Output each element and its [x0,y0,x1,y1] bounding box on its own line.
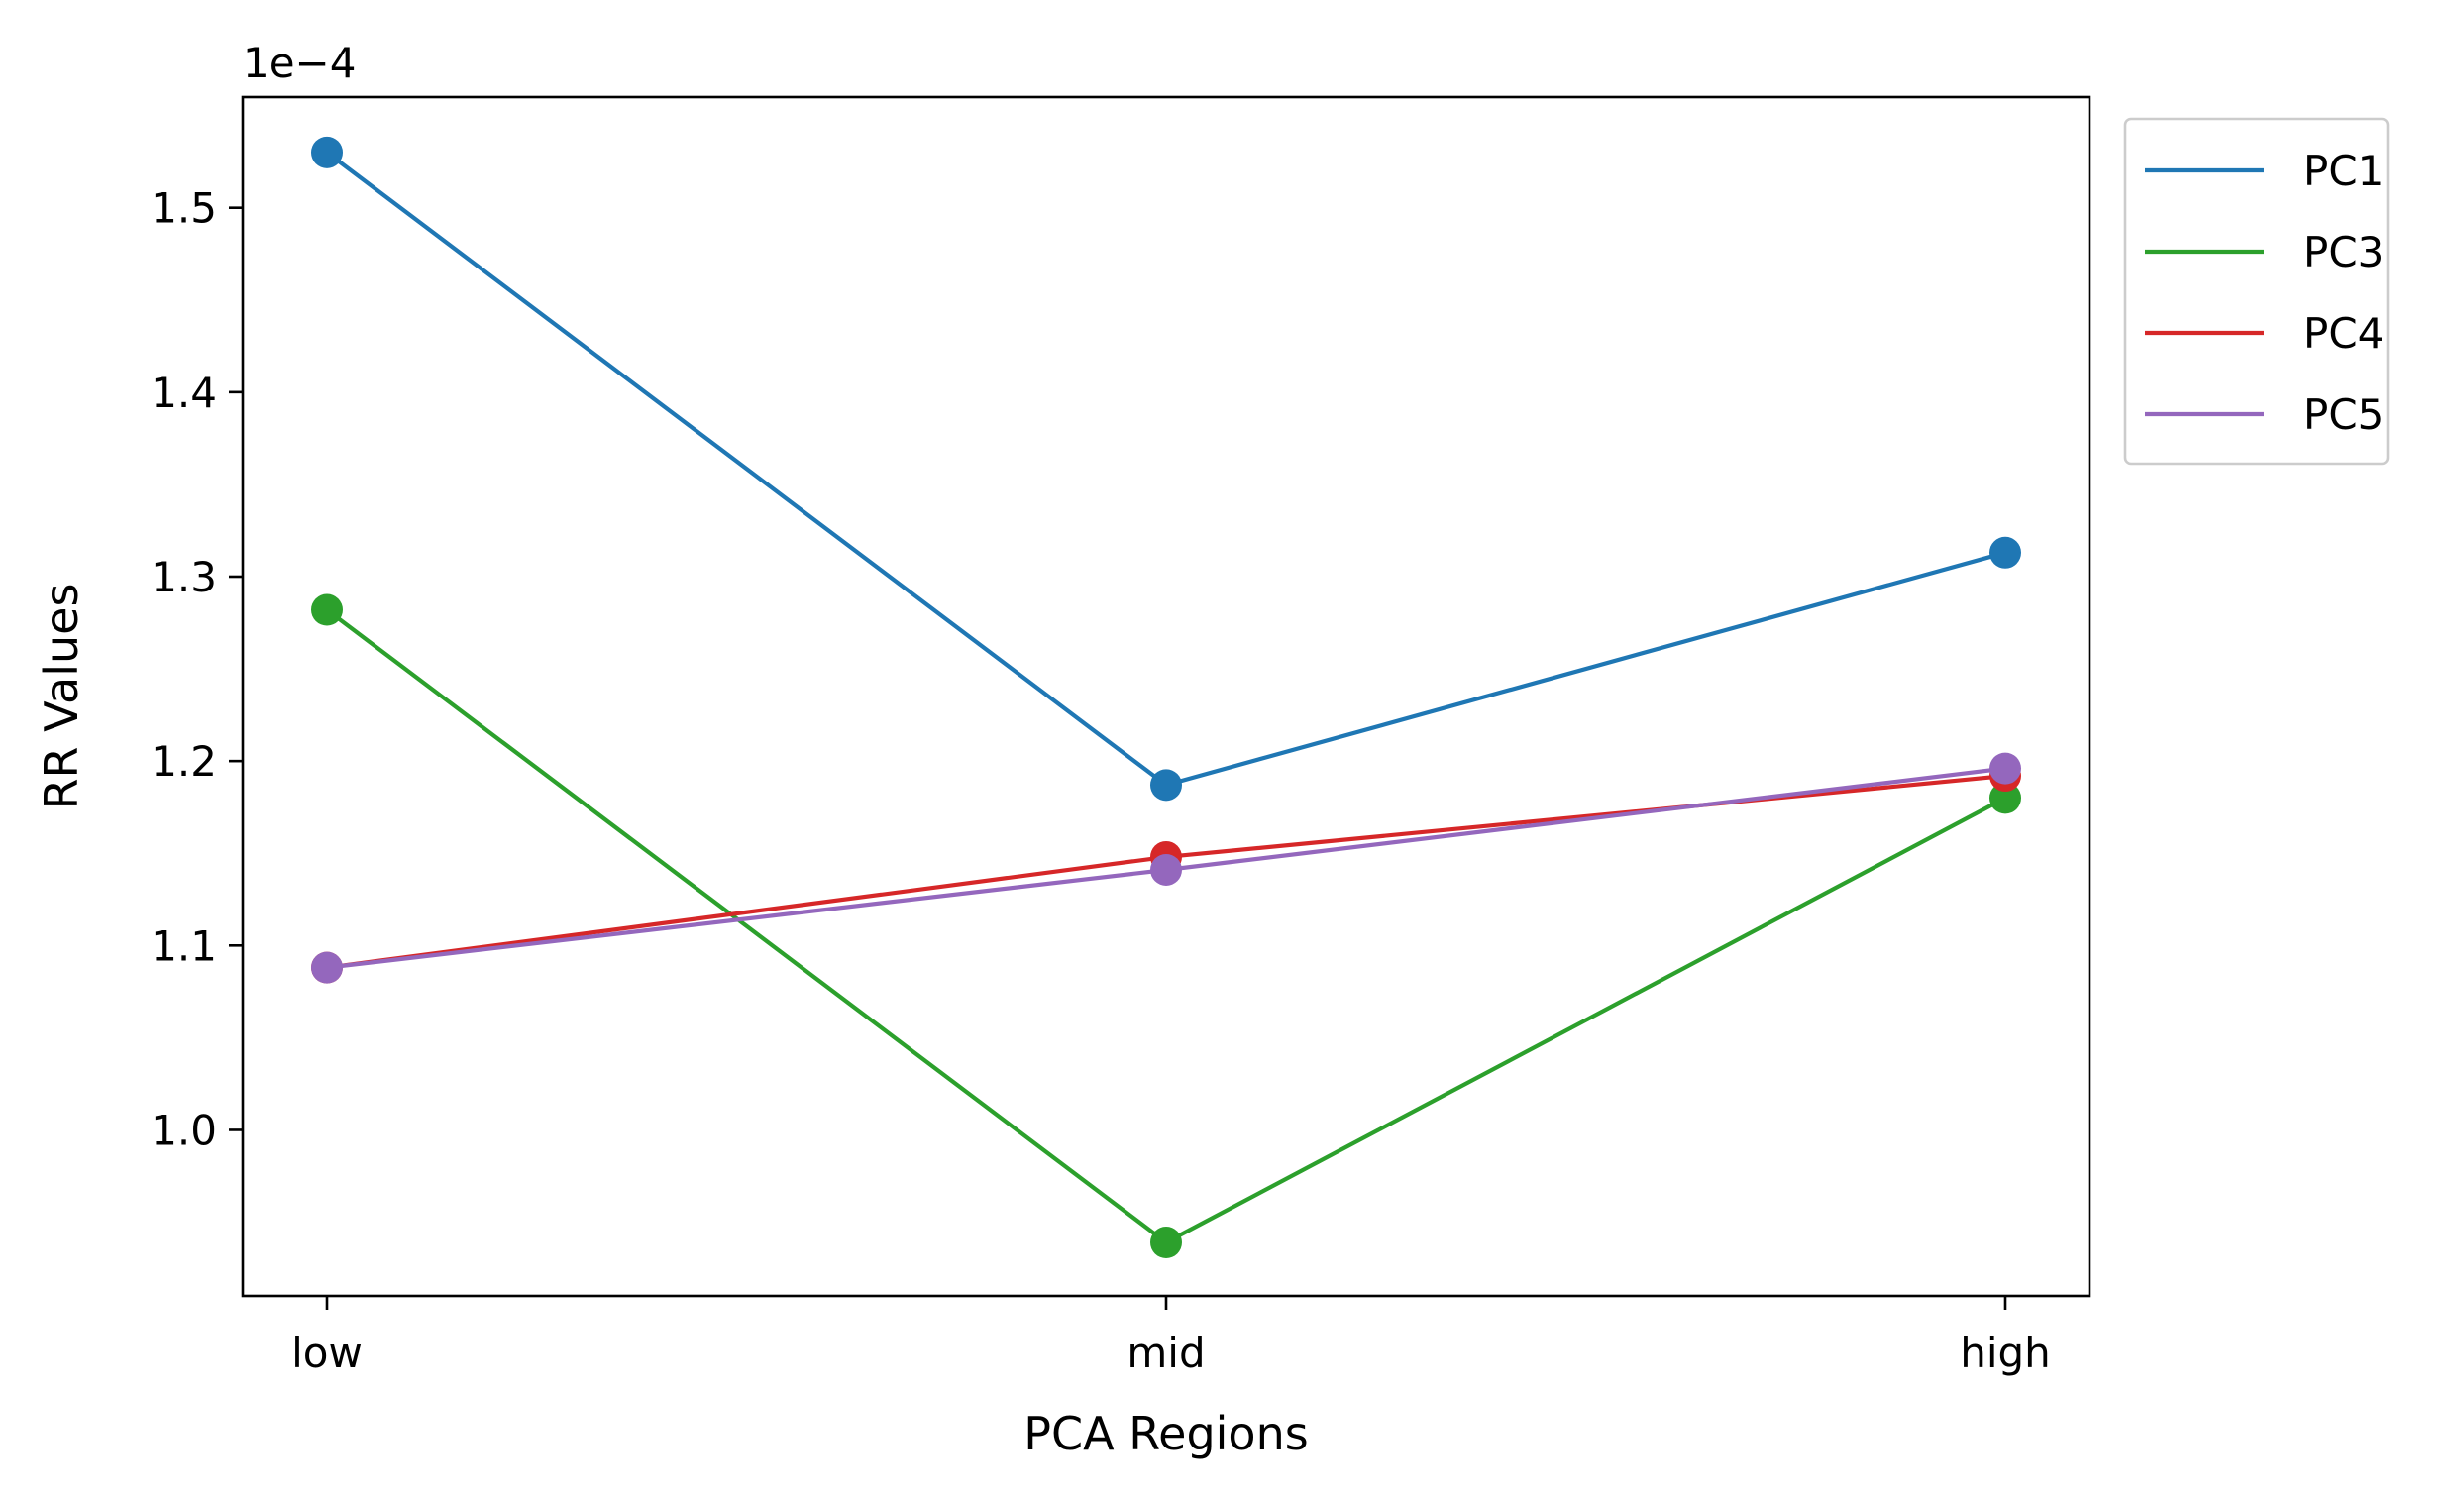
legend-label: PC5 [2303,390,2384,439]
series-layer [311,136,2021,1259]
legend-label: PC3 [2303,228,2384,276]
y-tick-label: 1.0 [151,1106,217,1154]
y-axis-label: RR Values [35,584,88,810]
series-pc5 [311,752,2021,984]
x-tick-label: low [291,1329,363,1377]
data-point-pc5 [1989,752,2021,785]
plot-frame [241,95,2091,1298]
data-point-pc5 [1150,853,1182,886]
legend-label: PC1 [2303,147,2384,195]
plot-area [243,97,2089,1296]
x-tick-label: mid [1126,1329,1205,1377]
data-point-pc3 [311,593,343,626]
y-axis-ticks: 1.0 1.1 1.2 1.3 1.4 1.5 [151,184,243,1154]
y-offset-label: 1e−4 [243,39,356,87]
y-tick-label: 1.3 [151,553,217,601]
data-point-pc1 [1989,536,2021,569]
data-point-pc3 [1989,782,2021,814]
series-pc1 [311,136,2021,802]
legend-frame [2123,117,2390,466]
y-tick-label: 1.2 [151,737,217,786]
legend-label: PC4 [2303,309,2384,358]
x-axis-label: PCA Regions [1023,1407,1308,1460]
legend: PC1 PC3 PC4 PC5 [2123,117,2390,466]
data-point-pc1 [311,136,343,168]
y-tick-label: 1.4 [151,369,217,417]
data-point-pc3 [1150,1227,1182,1259]
x-tick-label: high [1960,1329,2051,1377]
y-tick-label: 1.1 [151,921,217,970]
y-tick-label: 1.5 [151,184,217,233]
data-point-pc1 [1150,769,1182,802]
x-axis-ticks: low mid high [291,1296,2051,1377]
data-point-pc5 [311,951,343,984]
series-pc3 [311,593,2021,1259]
